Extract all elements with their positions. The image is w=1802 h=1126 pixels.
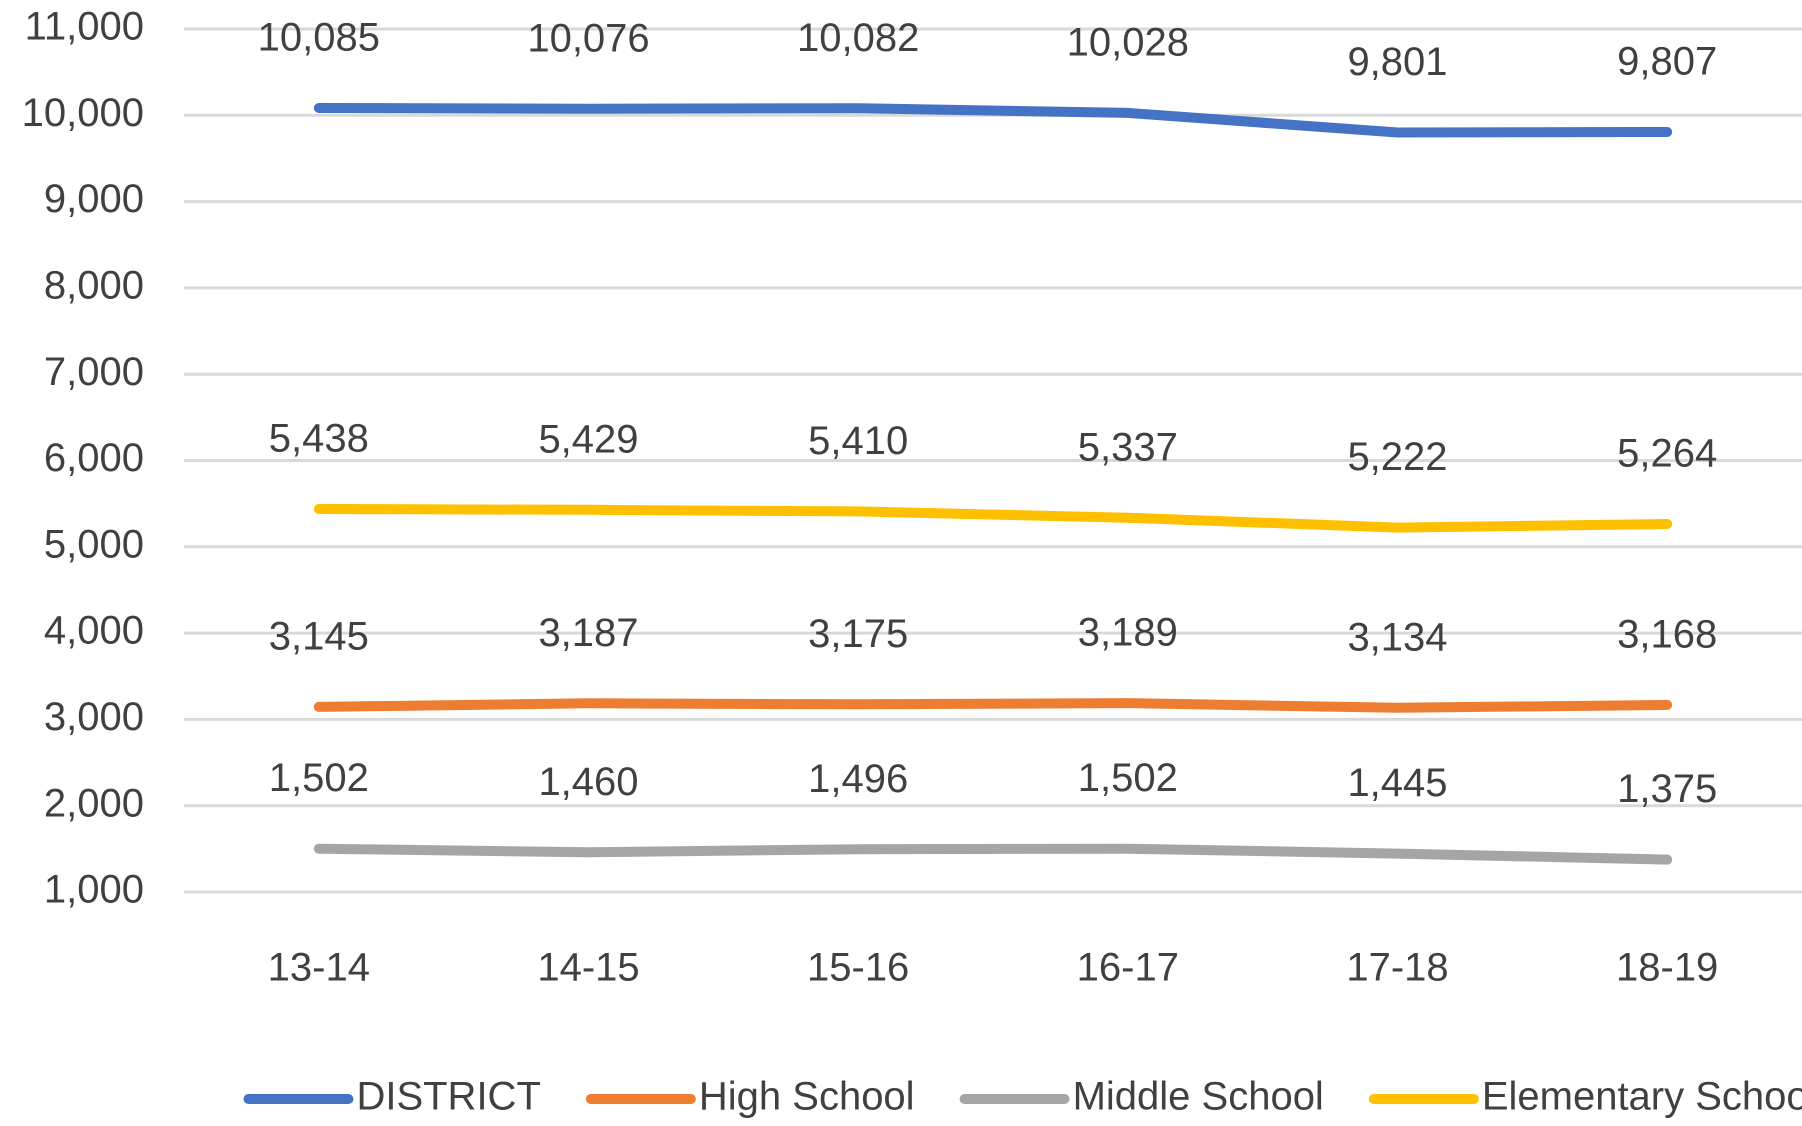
data-label: 10,028 [1067,20,1189,64]
data-label: 1,496 [808,757,908,801]
series-line [313,698,1673,713]
y-tick-label: 7,000 [44,350,144,394]
data-label: 10,085 [258,16,380,60]
data-label: 1,375 [1617,767,1717,811]
y-tick-label: 8,000 [44,263,144,307]
y-tick-label: 3,000 [44,695,144,739]
data-label: 3,175 [808,612,908,656]
y-tick-label: 4,000 [44,609,144,653]
legend-label: Middle School [1073,1075,1324,1119]
x-tick-label: 14-15 [537,946,639,990]
legend-label: DISTRICT [356,1075,540,1119]
data-label: 3,134 [1347,615,1447,659]
y-tick-label: 1,000 [44,868,144,912]
data-label: 5,337 [1078,425,1178,469]
y-tick-label: 2,000 [44,781,144,825]
data-label: 5,264 [1617,432,1717,476]
x-tick-label: 16-17 [1077,946,1179,990]
data-label: 1,445 [1347,761,1447,805]
data-label: 3,145 [269,614,369,658]
data-label: 1,460 [538,760,638,804]
legend-label: Elementary School [1482,1075,1802,1119]
data-label: 3,187 [538,611,638,655]
x-tick-label: 18-19 [1616,946,1718,990]
data-label: 10,076 [527,16,649,60]
data-label: 1,502 [269,756,369,800]
x-tick-label: 17-18 [1346,946,1448,990]
y-tick-label: 5,000 [44,522,144,566]
data-label: 9,807 [1617,40,1717,84]
legend: DISTRICT High School Middle School Elementa… [243,1075,1802,1119]
y-tick-label: 9,000 [44,177,144,221]
data-label: 5,438 [269,417,369,461]
y-tick-label: 10,000 [22,91,144,135]
series-line [313,843,1673,865]
data-label: 5,410 [808,419,908,463]
y-tick-label: 6,000 [44,436,144,480]
legend-label: High School [699,1075,915,1119]
data-label: 3,189 [1078,611,1178,655]
data-label: 9,801 [1347,40,1447,84]
series-line [313,103,1673,138]
data-label: 5,222 [1347,435,1447,479]
x-tick-label: 15-16 [807,946,909,990]
series-line [313,504,1673,533]
x-tick-label: 13-14 [268,946,370,990]
y-tick-label: 11,000 [25,5,144,49]
data-label: 10,082 [797,16,919,60]
data-label: 1,502 [1078,756,1178,800]
data-label: 3,168 [1617,612,1717,656]
data-label: 5,429 [538,417,638,461]
